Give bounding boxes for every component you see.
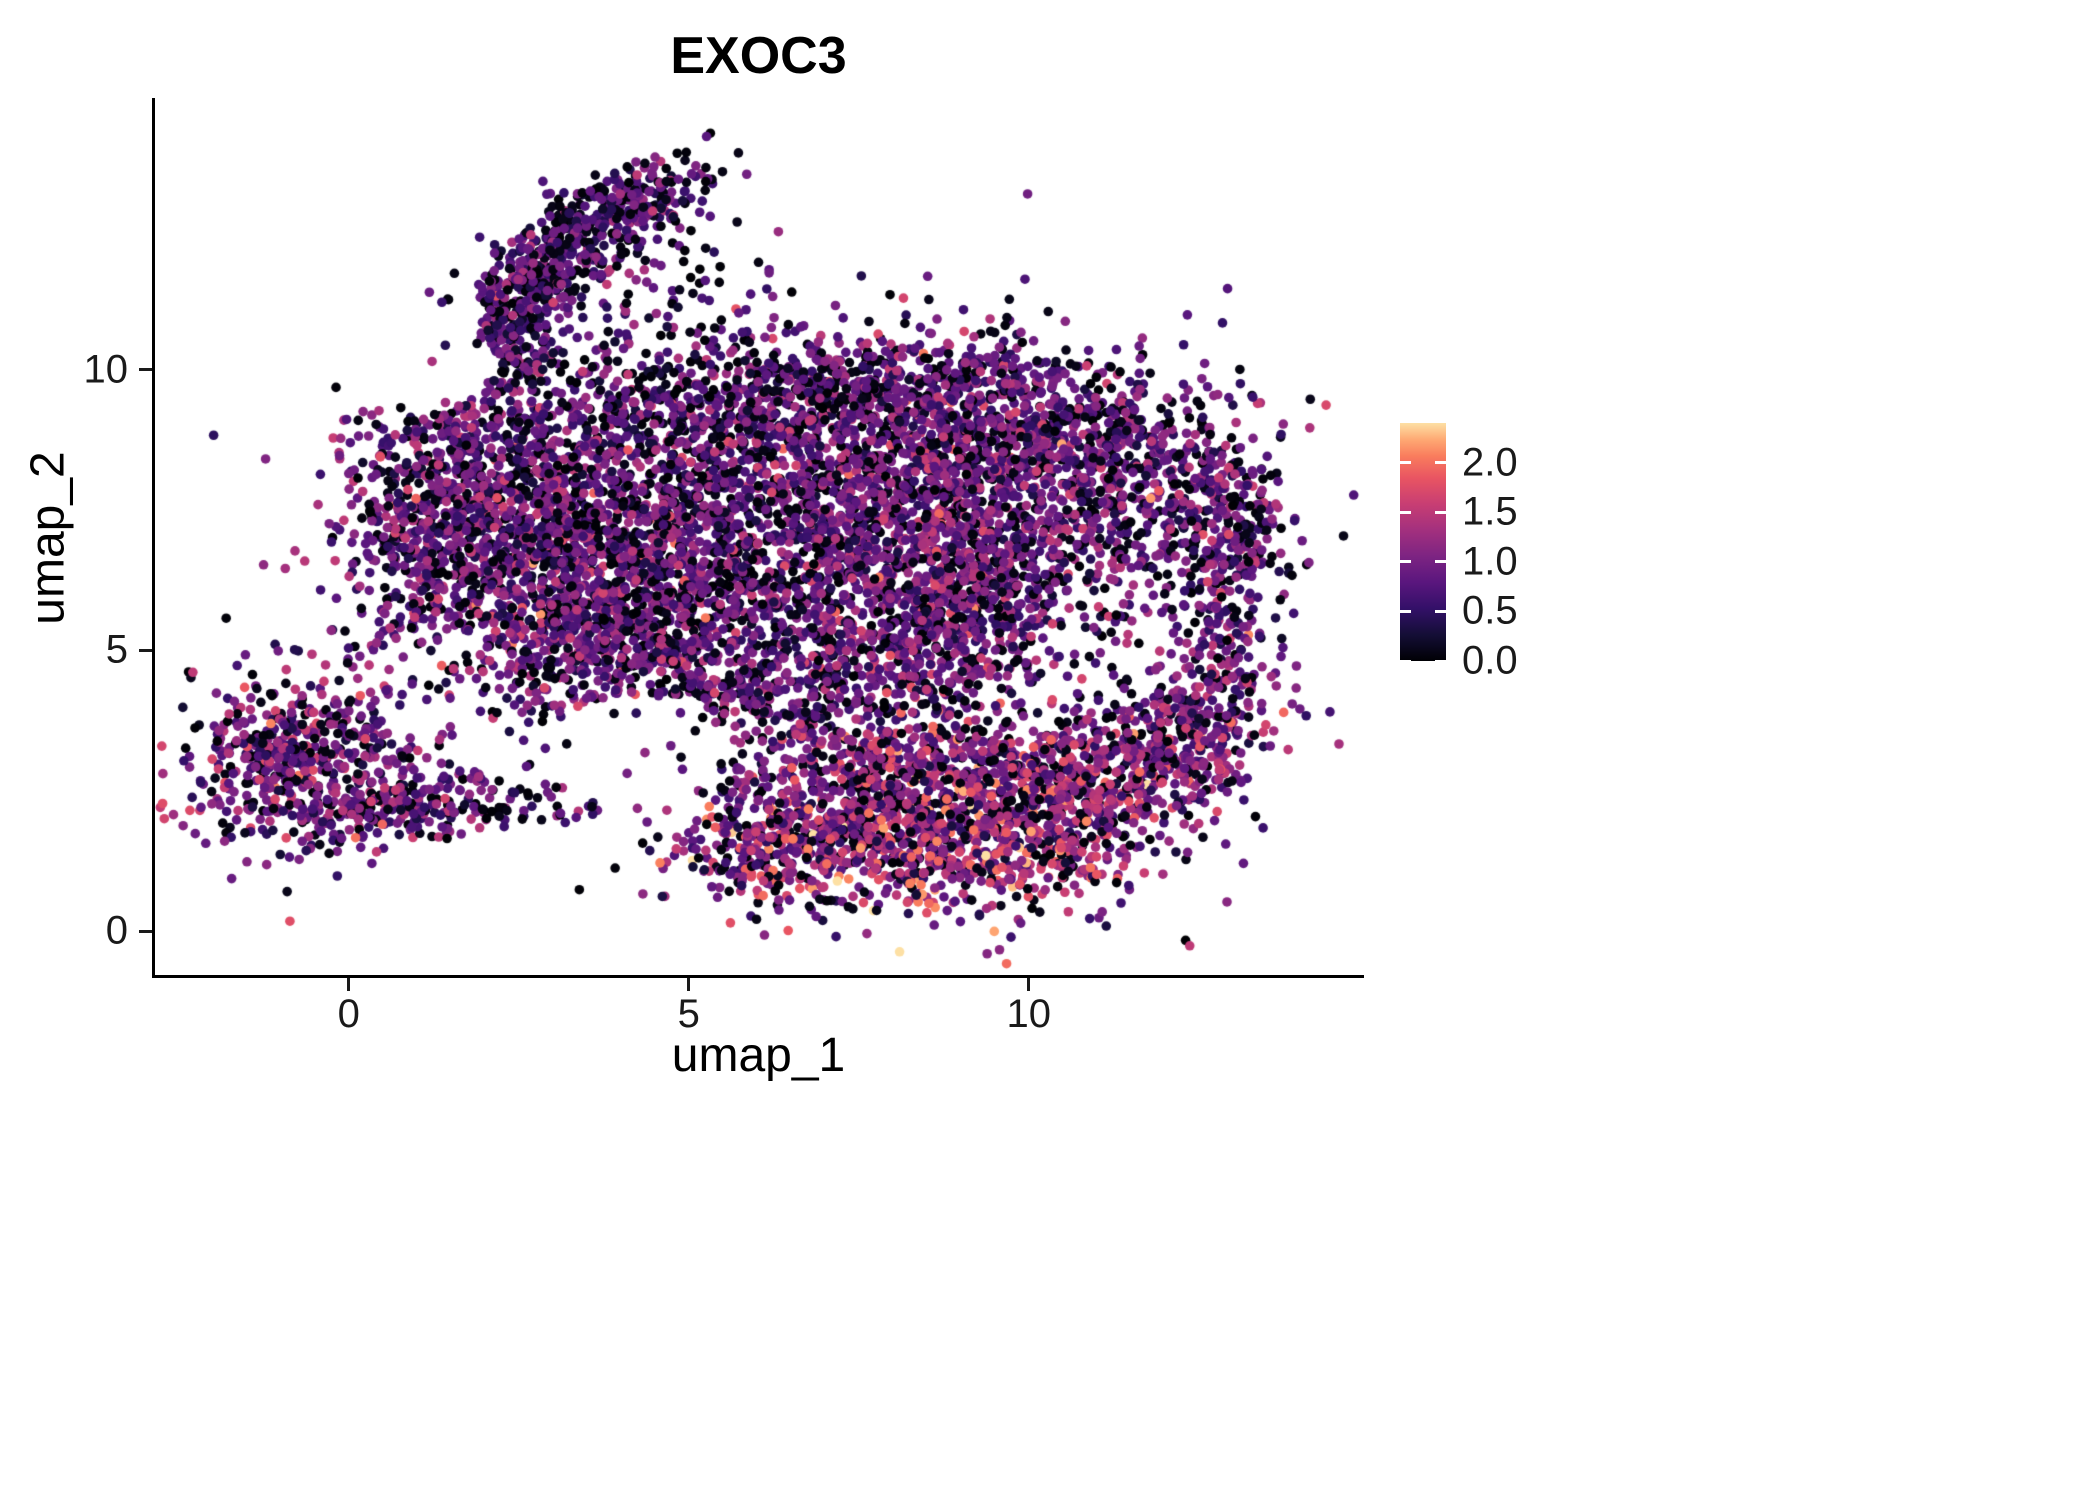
x-tick-label: 0 (337, 992, 360, 1036)
colorbar-tick-label: 1.0 (1462, 539, 1518, 584)
x-axis-label: umap_1 (671, 1029, 846, 1082)
colorbar-tick-mark (1400, 510, 1411, 514)
colorbar-tick-mark (1400, 609, 1411, 613)
x-tick-mark (687, 978, 691, 991)
x-tick-mark (1027, 978, 1031, 991)
y-tick-label: 0 (105, 908, 128, 953)
x-tick-label: 5 (677, 992, 700, 1036)
y-tick-mark (139, 648, 152, 652)
colorbar-tick-mark (1400, 461, 1411, 465)
colorbar-tick-mark (1435, 560, 1446, 564)
x-tick-label: 10 (1006, 992, 1052, 1036)
x-tick-mark (347, 978, 351, 991)
y-tick-label: 10 (83, 347, 129, 392)
colorbar-tick-mark (1400, 659, 1411, 663)
colorbar-tick-label: 1.5 (1462, 489, 1518, 534)
colorbar-gradient (1400, 423, 1446, 661)
y-tick-mark (139, 368, 152, 372)
y-tick-mark (139, 929, 152, 933)
y-axis-label: umap_2 (21, 451, 75, 625)
colorbar-legend: 2.0 1.5 1.0 0.5 0.0 (1400, 423, 1660, 683)
colorbar-tick-label: 0.0 (1462, 638, 1518, 683)
y-tick-label: 5 (105, 627, 128, 672)
colorbar-tick-mark (1400, 560, 1411, 564)
y-axis-line (152, 98, 155, 978)
colorbar-tick-mark (1435, 659, 1446, 663)
colorbar-tick-mark (1435, 461, 1446, 465)
x-axis-line (152, 975, 1364, 978)
colorbar-tick-label: 0.5 (1462, 588, 1518, 633)
colorbar-tick-mark (1435, 510, 1446, 514)
colorbar-tick-label: 2.0 (1462, 440, 1518, 485)
colorbar-tick-mark (1435, 609, 1446, 613)
